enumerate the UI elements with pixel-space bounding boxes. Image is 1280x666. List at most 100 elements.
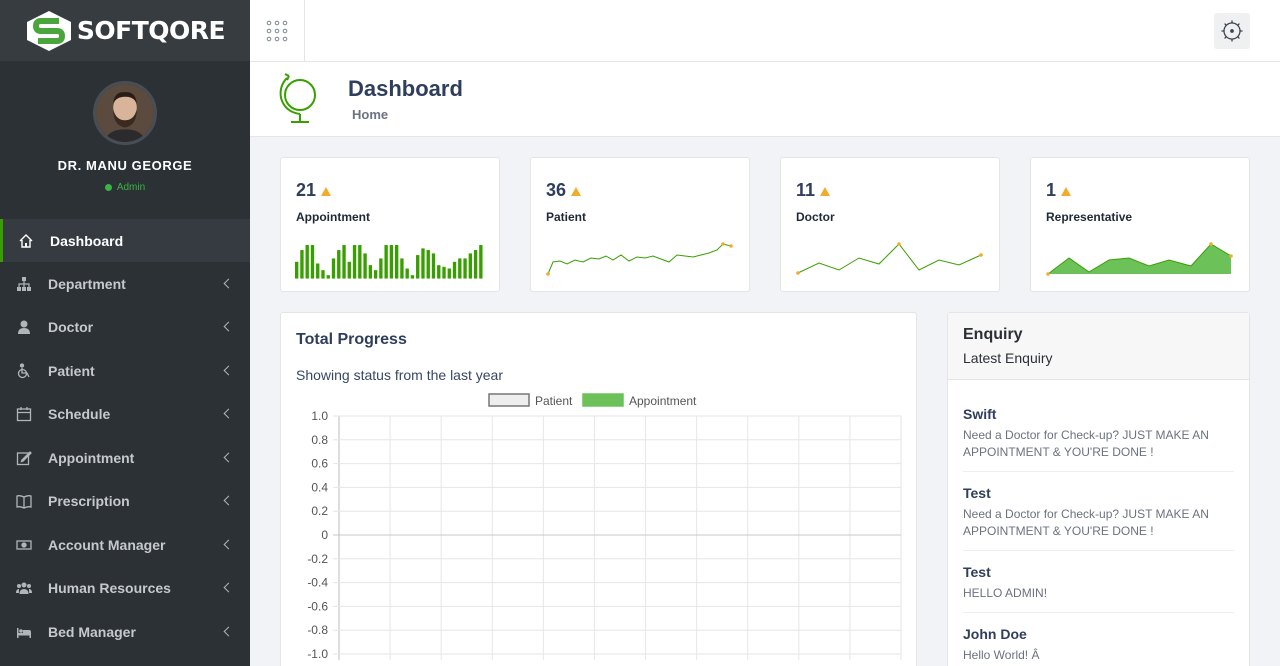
y-tick-label: 0.4 [311, 480, 328, 494]
user-role-label: Admin [116, 182, 146, 193]
stat-number: 21 [296, 180, 317, 200]
spark-bar [352, 245, 357, 279]
y-tick-label: -0.2 [307, 552, 328, 566]
sidebar-item-department[interactable]: Department [0, 262, 250, 306]
avatar-image [96, 84, 154, 142]
brand-logo-icon [26, 10, 71, 51]
sidebar-item-prescription[interactable]: Prescription [0, 480, 250, 524]
globe-icon [279, 73, 316, 123]
sidebar-item-appointment[interactable]: Appointment [0, 436, 250, 480]
spark-bar [368, 265, 373, 279]
sidebar-item-bed-manager[interactable]: Bed Manager [0, 610, 250, 654]
chevron-left-icon [223, 539, 234, 550]
enquiry-message: Need a Doctor for Check-up? JUST MAKE AN… [963, 507, 1209, 538]
sidebar-item-patient[interactable]: Patient [0, 349, 250, 393]
stat-number: 36 [546, 180, 567, 200]
enquiry-message: HELLO ADMIN! [963, 586, 1048, 600]
spark-bar [452, 261, 457, 279]
list-item[interactable]: Swift Need a Doctor for Check-up? JUST M… [963, 380, 1234, 472]
sidebar-item-doctor[interactable]: Doctor [0, 306, 250, 350]
sparkline-area-chart [1046, 242, 1233, 276]
y-tick-label: 0.8 [311, 433, 328, 447]
home-icon [17, 232, 35, 250]
enquiry-message: Need a Doctor for Check-up? JUST MAKE AN… [963, 428, 1209, 459]
chevron-left-icon [223, 365, 234, 376]
sitemap-icon [15, 275, 33, 293]
settings-button[interactable] [1214, 13, 1250, 49]
stat-number: 1 [1046, 180, 1057, 200]
edit-icon [15, 449, 33, 467]
page-title: Dashboard [348, 76, 463, 101]
y-tick-label: 1.0 [311, 409, 328, 423]
user-role: Admin [0, 182, 250, 193]
spark-bar [421, 248, 425, 279]
spark-bar [442, 266, 446, 279]
sparkline-bar-chart [295, 245, 483, 279]
legend-item[interactable]: Patient [488, 393, 573, 408]
spark-bar [379, 258, 383, 279]
enquiry-name: Swift [963, 406, 997, 422]
trend-up-icon [321, 187, 332, 196]
chevron-left-icon [223, 278, 234, 289]
breadcrumb[interactable]: Home [352, 107, 389, 122]
user-md-icon [15, 318, 33, 336]
enquiry-name: John Doe [963, 626, 1027, 642]
sidebar-item-human-resources[interactable]: Human Resources [0, 567, 250, 611]
chevron-left-icon [223, 321, 234, 332]
stat-label: Patient [546, 210, 587, 224]
total-progress-card: Total Progress Showing status from the l… [280, 312, 917, 666]
stat-label: Representative [1046, 210, 1133, 224]
spark-bar [431, 253, 436, 279]
spark-bar [426, 250, 430, 279]
chevron-left-icon [223, 408, 234, 419]
user-name: DR. MANU GEORGE [57, 158, 193, 173]
y-tick-label: 0.6 [311, 457, 328, 471]
stat-number: 11 [796, 180, 816, 200]
spark-bar [358, 245, 362, 279]
trend-up-icon [571, 187, 582, 196]
legend-label: Patient [535, 394, 573, 408]
list-item[interactable]: Test Need a Doctor for Check-up? JUST MA… [963, 472, 1234, 551]
avatar[interactable] [93, 81, 157, 145]
legend-item[interactable]: Appointment [582, 393, 697, 408]
apps-menu-button[interactable] [250, 0, 305, 61]
trend-up-icon [820, 187, 831, 196]
grid-dots-icon [266, 20, 288, 41]
logo[interactable]: SOFTQORE [0, 0, 250, 61]
spark-bar [316, 263, 320, 279]
legend-swatch [582, 393, 624, 407]
spark-bar [300, 250, 304, 279]
spark-bar [447, 268, 451, 279]
bed-icon [15, 623, 33, 641]
enquiry-header: Enquiry Latest Enquiry [948, 313, 1249, 380]
user-panel: DR. MANU GEORGE Admin [0, 61, 250, 219]
stat-label: Appointment [296, 210, 370, 224]
sparkline-line-chart [546, 242, 733, 276]
chevron-left-icon [223, 452, 234, 463]
spark-bar [363, 253, 367, 279]
users-icon [15, 579, 33, 597]
wheelchair-icon [15, 362, 33, 380]
sidebar-item-label: Dashboard [50, 232, 124, 249]
y-tick-label: -0.4 [307, 576, 328, 590]
enquiry-list: Swift Need a Doctor for Check-up? JUST M… [948, 380, 1249, 666]
spark-bar [373, 270, 378, 279]
spark-bar [305, 245, 309, 279]
book-icon [15, 492, 33, 510]
enquiry-name: Test [963, 485, 991, 501]
list-item[interactable]: Test HELLO ADMIN! [963, 551, 1234, 613]
sidebar-item-schedule[interactable]: Schedule [0, 393, 250, 437]
chevron-left-icon [223, 582, 234, 593]
stat-value: 11 [796, 180, 831, 201]
stat-card-appointment: 21 Appointment [280, 157, 500, 292]
enquiry-name: Test [963, 564, 991, 580]
spark-bar [405, 268, 409, 279]
sidebar-item-label: Account Manager [48, 536, 166, 553]
spark-bar [394, 245, 399, 279]
sidebar-item-account-manager[interactable]: Account Manager [0, 523, 250, 567]
spark-bar [347, 261, 351, 279]
gear-icon [1221, 20, 1243, 42]
enquiry-title: Enquiry [963, 326, 1023, 343]
sidebar-item-dashboard[interactable]: Dashboard [0, 219, 250, 262]
list-item[interactable]: John Doe Hello World! Â [963, 613, 1234, 666]
